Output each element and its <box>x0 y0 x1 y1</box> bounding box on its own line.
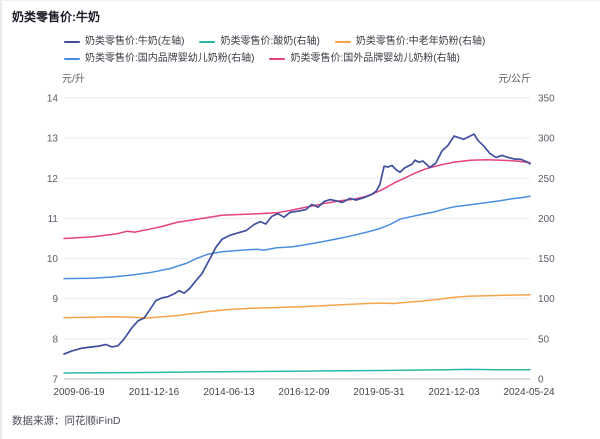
x-axis-tick-label: 2019-05-31 <box>353 387 405 398</box>
legend-item-3[interactable]: 奶类零售价:国内品牌婴幼儿奶粉(右轴) <box>64 52 254 66</box>
legend: 奶类零售价:牛奶(左轴) 奶类零售价:酸奶(右轴) 奶类零售价:中老年奶粉(右轴) 奶… <box>64 35 594 66</box>
right-axis-tick-label: 300 <box>538 134 555 145</box>
legend-label: 奶类零售价:国外品牌婴幼儿奶粉(右轴) <box>290 53 460 64</box>
legend-row: 奶类零售价:国内品牌婴幼儿奶粉(右轴) 奶类零售价:国外品牌婴幼儿奶粉(右轴) <box>64 52 594 66</box>
right-axis-tick-label: 350 <box>538 94 555 105</box>
left-axis-tick-label: 12 <box>47 174 59 185</box>
left-axis-unit-label: 元/升 <box>62 74 85 85</box>
right-axis-tick-label: 200 <box>538 214 555 225</box>
left-axis-tick-label: 13 <box>47 134 59 145</box>
chart-title: 奶类零售价:牛奶 <box>12 10 100 24</box>
right-axis-tick-label: 0 <box>538 375 544 386</box>
legend-row: 奶类零售价:牛奶(左轴) 奶类零售价:酸奶(右轴) 奶类零售价:中老年奶粉(右轴) <box>64 35 594 49</box>
legend-label: 奶类零售价:酸奶(右轴) <box>220 36 320 47</box>
legend-item-0[interactable]: 奶类零售价:牛奶(左轴) <box>64 35 184 49</box>
line-series-4 <box>63 159 531 240</box>
left-axis-tick-label: 7 <box>52 375 58 386</box>
x-axis-tick-label: 2014-06-13 <box>203 387 255 398</box>
line-series-2 <box>63 293 531 319</box>
legend-item-4[interactable]: 奶类零售价:国外品牌婴幼儿奶粉(右轴) <box>269 52 460 66</box>
left-axis-tick-label: 14 <box>47 94 59 105</box>
legend-item-1[interactable]: 奶类零售价:酸奶(右轴) <box>199 35 320 49</box>
x-axis-tick-label: 2009-06-19 <box>53 387 105 398</box>
left-axis-tick-label: 8 <box>52 334 58 345</box>
right-axis-tick-label: 250 <box>538 174 555 185</box>
legend-label: 奶类零售价:牛奶(左轴) <box>85 36 185 47</box>
data-source-label: 数据来源：同花顺iFinD <box>12 415 121 427</box>
right-axis-tick-label: 100 <box>538 294 555 305</box>
legend-line-swatch <box>64 41 80 43</box>
x-axis-tick-label: 2011-12-16 <box>129 387 180 398</box>
x-axis-tick-label: 2024-05-24 <box>503 387 555 398</box>
legend-line-swatch <box>199 41 216 43</box>
left-axis-tick-label: 9 <box>52 294 58 305</box>
legend-label: 奶类零售价:中老年奶粉(右轴) <box>355 36 486 47</box>
line-series-1 <box>63 368 531 374</box>
right-axis-tick-label: 50 <box>538 334 550 345</box>
legend-item-2[interactable]: 奶类零售价:中老年奶粉(右轴) <box>334 35 486 49</box>
x-axis-tick-label: 2016-12-09 <box>278 387 330 398</box>
x-axis-tick-label: 2021-12-03 <box>428 387 480 398</box>
legend-label: 奶类零售价:国内品牌婴幼儿奶粉(右轴) <box>85 53 255 64</box>
legend-line-swatch <box>334 41 351 43</box>
legend-line-swatch <box>64 58 80 60</box>
legend-line-swatch <box>269 58 286 60</box>
right-axis-tick-label: 150 <box>538 254 555 265</box>
right-axis-unit-label: 元/公斤 <box>498 74 531 85</box>
line-series-3 <box>63 195 531 280</box>
left-axis-tick-label: 11 <box>48 214 59 225</box>
line-series-0 <box>63 133 531 355</box>
left-axis-tick-label: 10 <box>47 254 59 265</box>
